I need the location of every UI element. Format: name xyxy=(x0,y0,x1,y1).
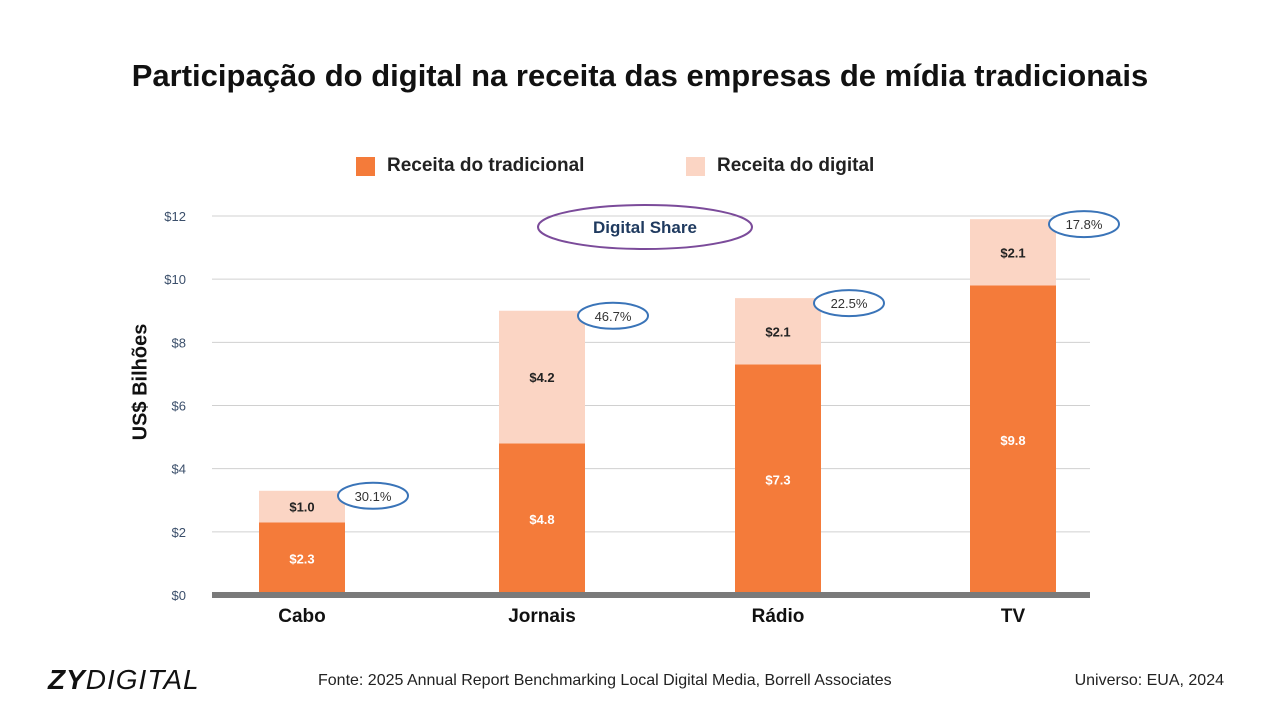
digital-share-callout xyxy=(1048,210,1120,239)
bar-chart: $0 $2 $4 $6 $8 $10 $12 $2.3 $1.0 30.1% Cabo $4.8 $4.… xyxy=(164,204,1120,627)
digital-share-callout xyxy=(337,481,409,510)
chart-title: Participação do digital na receita das e… xyxy=(131,58,1149,93)
legend-label-digital: Receita do digital xyxy=(717,155,875,176)
data-label-traditional: $4.8 xyxy=(529,512,554,527)
chart-legend: Receita do tradicional Receita do digita… xyxy=(0,155,1280,185)
digital-share-callout xyxy=(813,289,885,318)
y-tick-label: $6 xyxy=(172,399,186,414)
legend-swatch-digital xyxy=(686,156,705,176)
bar-digital-rádio xyxy=(735,298,821,365)
data-label-digital: $4.2 xyxy=(529,370,554,385)
legend-item-traditional: Receita do tradicional xyxy=(356,155,584,177)
digital-share-label: 46.7% xyxy=(595,309,632,324)
data-label-traditional: $9.8 xyxy=(1000,433,1025,448)
legend-item-digital: Receita do digital xyxy=(686,155,874,177)
legend-label-traditional: Receita do tradicional xyxy=(387,155,585,176)
digital-share-label: 17.8% xyxy=(1066,217,1103,232)
bar-traditional-cabo xyxy=(259,522,345,595)
y-tick-label: $8 xyxy=(172,335,186,350)
y-tick-label: $12 xyxy=(164,209,186,224)
bar-traditional-tv xyxy=(970,285,1056,595)
y-tick-label: $10 xyxy=(164,272,186,287)
bar-digital-jornais xyxy=(499,310,585,444)
data-label-digital: $2.1 xyxy=(765,324,790,339)
x-axis-baseline xyxy=(212,592,1090,598)
data-label-digital: $2.1 xyxy=(1000,245,1025,260)
source-note: Fonte: 2025 Annual Report Benchmarking L… xyxy=(318,672,892,689)
brand-logo-bold: ZY xyxy=(48,664,86,695)
legend-swatch-traditional xyxy=(356,156,375,176)
data-label-traditional: $2.3 xyxy=(289,552,314,567)
data-label-digital: $1.0 xyxy=(289,500,314,515)
y-tick-label: $4 xyxy=(172,462,186,477)
bar-traditional-jornais xyxy=(499,443,585,595)
data-label-traditional: $7.3 xyxy=(765,473,790,488)
x-tick-label: Jornais xyxy=(508,606,576,627)
x-tick-label: TV xyxy=(1001,606,1026,627)
digital-share-annotation-ring xyxy=(537,204,753,250)
brand-logo: ZYDIGITAL xyxy=(48,664,200,696)
y-tick-label: $0 xyxy=(172,588,186,603)
x-tick-label: Rádio xyxy=(752,606,805,627)
digital-share-annotation: Digital Share xyxy=(593,218,697,237)
bar-traditional-rádio xyxy=(735,364,821,595)
bar-digital-cabo xyxy=(259,490,345,523)
universe-note: Universo: EUA, 2024 xyxy=(1074,672,1224,689)
bar-digital-tv xyxy=(970,219,1056,286)
digital-share-label: 30.1% xyxy=(355,489,392,504)
y-tick-label: $2 xyxy=(172,525,186,540)
digital-share-callout xyxy=(577,301,649,330)
x-tick-label: Cabo xyxy=(278,606,326,627)
brand-logo-light: DIGITAL xyxy=(85,664,200,695)
digital-share-label: 22.5% xyxy=(831,296,868,311)
